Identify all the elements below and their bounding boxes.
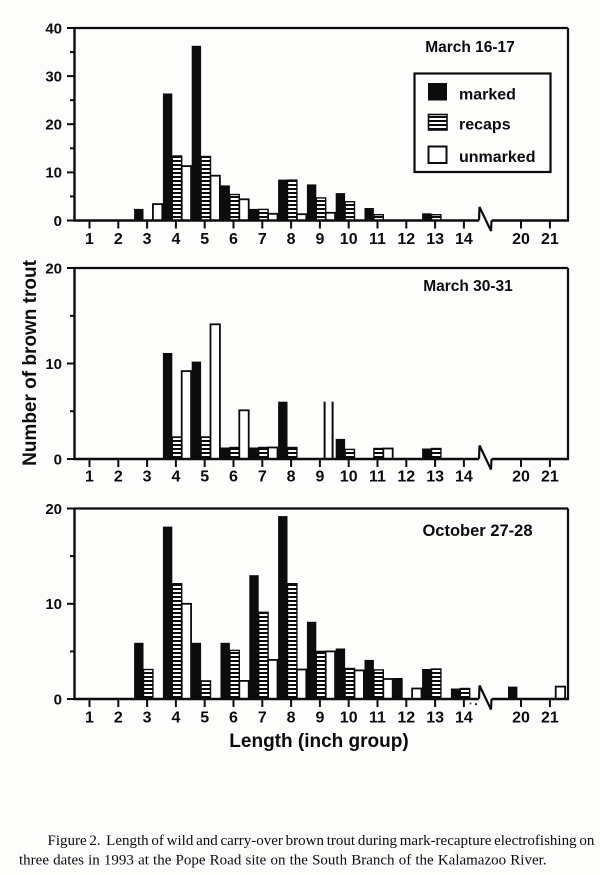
svg-text:6: 6 bbox=[229, 231, 238, 248]
svg-text:9: 9 bbox=[315, 710, 324, 727]
svg-text:10: 10 bbox=[340, 469, 358, 486]
svg-text:3: 3 bbox=[143, 710, 152, 727]
svg-text:2: 2 bbox=[114, 469, 123, 486]
svg-text:7: 7 bbox=[258, 231, 267, 248]
svg-text:10: 10 bbox=[340, 710, 358, 727]
svg-text:4: 4 bbox=[171, 231, 180, 248]
svg-text:11: 11 bbox=[369, 231, 386, 248]
svg-text:8: 8 bbox=[287, 469, 296, 486]
svg-text:10: 10 bbox=[45, 596, 62, 613]
svg-text:11: 11 bbox=[369, 710, 386, 727]
svg-text:0: 0 bbox=[54, 213, 62, 230]
svg-text:10: 10 bbox=[45, 165, 62, 182]
svg-text:0: 0 bbox=[54, 691, 62, 708]
svg-text:21: 21 bbox=[541, 469, 559, 486]
svg-text:14: 14 bbox=[455, 469, 473, 486]
svg-text:6: 6 bbox=[229, 710, 238, 727]
svg-text:9: 9 bbox=[315, 469, 324, 486]
svg-text:14: 14 bbox=[455, 231, 473, 248]
svg-text:3: 3 bbox=[143, 231, 152, 248]
svg-text:13: 13 bbox=[426, 469, 444, 486]
svg-text:recaps: recaps bbox=[459, 117, 511, 134]
svg-text:20: 20 bbox=[45, 260, 62, 277]
svg-text:8: 8 bbox=[287, 710, 296, 727]
svg-text:14: 14 bbox=[455, 710, 473, 727]
svg-text:2: 2 bbox=[114, 231, 123, 248]
svg-text:13: 13 bbox=[426, 231, 444, 248]
svg-text:8: 8 bbox=[287, 231, 296, 248]
svg-text:three dates in 1993 at the Pop: three dates in 1993 at the Pope Road sit… bbox=[19, 853, 547, 869]
svg-text:7: 7 bbox=[258, 710, 267, 727]
svg-text:12: 12 bbox=[397, 231, 415, 248]
svg-text:Length (inch group): Length (inch group) bbox=[229, 731, 408, 752]
svg-text:3: 3 bbox=[143, 469, 152, 486]
svg-text:March 30-31: March 30-31 bbox=[423, 278, 513, 295]
svg-text:5: 5 bbox=[200, 710, 209, 727]
svg-text:10: 10 bbox=[340, 231, 358, 248]
svg-text:20: 20 bbox=[512, 710, 530, 727]
svg-text:13: 13 bbox=[426, 710, 444, 727]
svg-text:0: 0 bbox=[54, 451, 62, 468]
svg-text:20: 20 bbox=[45, 501, 62, 518]
svg-text:5: 5 bbox=[200, 469, 209, 486]
svg-text:20: 20 bbox=[45, 117, 62, 134]
svg-text:6: 6 bbox=[229, 469, 238, 486]
svg-text:unmarked: unmarked bbox=[459, 149, 535, 166]
svg-text:4: 4 bbox=[171, 710, 180, 727]
svg-text:11: 11 bbox=[369, 469, 386, 486]
svg-text:October 27-28: October 27-28 bbox=[422, 522, 532, 540]
svg-text:40: 40 bbox=[45, 20, 62, 37]
svg-text:1: 1 bbox=[85, 710, 94, 727]
svg-text:1: 1 bbox=[85, 469, 94, 486]
svg-text:March 16-17: March 16-17 bbox=[425, 39, 515, 56]
svg-text:2: 2 bbox=[114, 710, 123, 727]
svg-text:21: 21 bbox=[541, 231, 559, 248]
svg-text:9: 9 bbox=[315, 231, 324, 248]
svg-text:7: 7 bbox=[258, 469, 267, 486]
svg-text:1: 1 bbox=[85, 231, 94, 248]
svg-text:marked: marked bbox=[459, 87, 516, 104]
svg-text:5: 5 bbox=[200, 231, 209, 248]
svg-text:12: 12 bbox=[397, 710, 415, 727]
svg-text:10: 10 bbox=[45, 356, 62, 373]
svg-text:20: 20 bbox=[512, 469, 530, 486]
svg-text:30: 30 bbox=[45, 68, 62, 85]
svg-text:4: 4 bbox=[171, 469, 180, 486]
svg-text:20: 20 bbox=[512, 231, 530, 248]
svg-text:Figure 2. Length of wild and: Figure 2. Length of wild and carry-over … bbox=[48, 833, 595, 849]
svg-text:12: 12 bbox=[397, 469, 415, 486]
svg-text:Number of brown trout: Number of brown trout bbox=[20, 259, 41, 465]
svg-text:21: 21 bbox=[541, 710, 559, 727]
